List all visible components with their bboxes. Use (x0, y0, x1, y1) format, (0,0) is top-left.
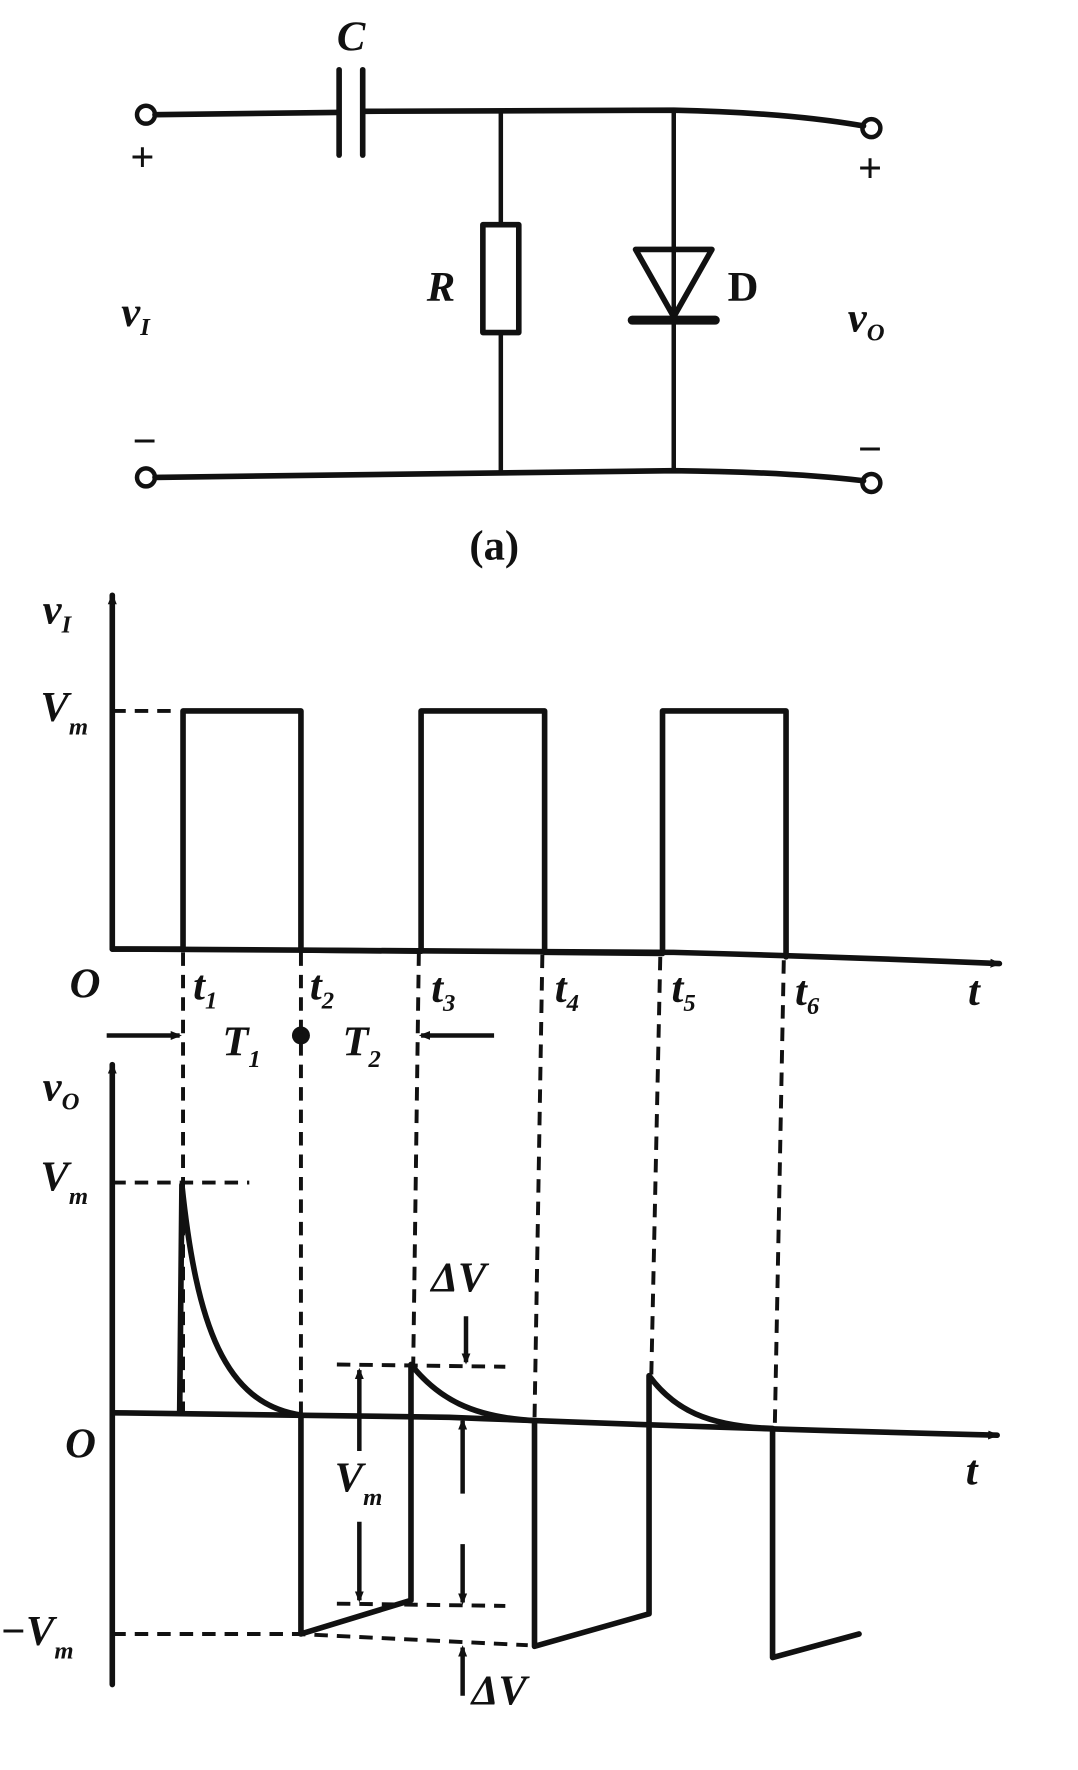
output-x-label: t (966, 1448, 979, 1495)
input-plus: + (130, 134, 154, 181)
tick-t3: t3 (431, 965, 455, 1017)
input-minus: − (133, 418, 157, 465)
delta-v-bottom-label: ΔV (470, 1668, 531, 1715)
output-x-axis (109, 1409, 1000, 1440)
tick-t5: t5 (672, 965, 696, 1017)
guide-t3 (411, 952, 421, 1365)
output-wave (176, 1182, 862, 1661)
input-voltage-label: vI (121, 289, 151, 341)
output-plus: + (858, 145, 882, 192)
tick-t6: t6 (795, 968, 820, 1020)
pos-level-label: Vm (40, 1153, 88, 1209)
guide-t6 (772, 960, 786, 1427)
tick-t4: t4 (555, 965, 579, 1017)
output-minus: − (858, 426, 882, 473)
guide-t5 (649, 956, 663, 1376)
time-guides (181, 952, 786, 1427)
vm-span-label: Vm (335, 1454, 383, 1510)
output-voltage-label: vO (848, 294, 885, 346)
neg-level-label: −Vm (0, 1608, 74, 1664)
bottom-wire (152, 467, 867, 484)
capacitor-label: C (337, 14, 366, 61)
input-level-label: Vm (40, 684, 88, 740)
input-square-wave (109, 708, 789, 960)
t2-duration-label: T2 (342, 1019, 380, 1073)
input-waveform: vI Vm O t t1 t2 t3 t4 t5 t6 T1 T2 (40, 586, 1003, 1073)
guide-t4 (532, 954, 545, 1420)
output-y-label: vO (43, 1064, 80, 1116)
input-x-label: t (968, 968, 981, 1015)
delta-v-top-label: ΔV (429, 1254, 490, 1301)
tick-t1: t1 (193, 963, 217, 1015)
time-ticks: t1 t2 t3 t4 t5 t6 (193, 963, 820, 1021)
circuit: C R D + − + − vI vO (a) (121, 14, 884, 570)
input-y-label: vI (43, 586, 73, 638)
diode-label: D (728, 264, 759, 311)
resistor-label: R (426, 264, 455, 311)
tick-t2: t2 (310, 963, 334, 1015)
output-waveform: vO Vm −Vm O t Vm ΔV ΔV (0, 1061, 1000, 1715)
output-origin-label: O (65, 1421, 96, 1468)
t2-dot (291, 1026, 310, 1045)
resistor (480, 221, 522, 336)
circuit-caption: (a) (469, 522, 519, 569)
delta-top-dash (336, 1362, 506, 1369)
diode-triangle (632, 246, 715, 320)
top-wire-left (152, 109, 340, 118)
delta-bottom-dash (336, 1601, 506, 1608)
t1-duration-label: T1 (222, 1019, 260, 1073)
neg-level-dash (112, 1632, 528, 1648)
input-origin-label: O (70, 960, 101, 1007)
input-x-axis (109, 946, 1003, 968)
top-wire-right (362, 107, 867, 129)
